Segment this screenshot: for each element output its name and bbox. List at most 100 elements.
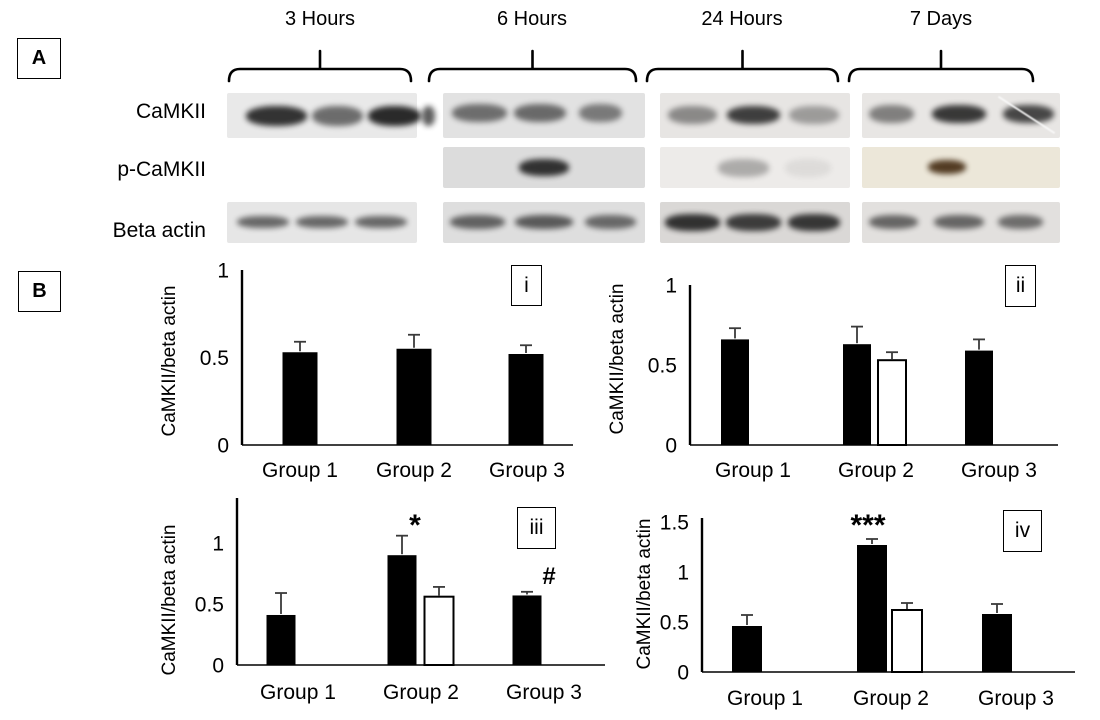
bar-chart-iii-24-hours: CaMKII/beta actin iii 0 0.5 1 * # Group 1 Grou… bbox=[150, 495, 610, 720]
timepoint-label-7-days: 7 Days bbox=[909, 8, 973, 30]
blot-row-label-beta-actin: Beta actin bbox=[112, 219, 206, 242]
blot-strip-camkii-7-days bbox=[862, 93, 1060, 138]
category-label-group-3: Group 3 bbox=[978, 687, 1054, 710]
blot-strip-p-camkii-6-hours bbox=[443, 147, 645, 188]
blot-strip-beta-actin-24-hours bbox=[660, 202, 850, 243]
protein-band bbox=[725, 214, 781, 231]
significance-mark: # bbox=[542, 563, 555, 590]
protein-band bbox=[311, 105, 363, 127]
subpanel-box-iv: iv bbox=[1003, 510, 1042, 552]
blot-strip-beta-actin-3-hours bbox=[227, 202, 417, 243]
subpanel-box-iii: iii bbox=[517, 507, 556, 549]
protein-band bbox=[514, 215, 574, 230]
protein-band bbox=[789, 105, 839, 124]
significance-mark: *** bbox=[850, 509, 885, 542]
y-tick-label: 1 bbox=[677, 562, 689, 585]
subpanel-letter-ii: ii bbox=[1015, 274, 1026, 297]
y-tick-label: 0 bbox=[677, 662, 689, 685]
bar-group-1-black bbox=[282, 352, 318, 445]
protein-band bbox=[788, 214, 840, 231]
y-tick-label: 0 bbox=[217, 435, 229, 458]
category-label-group-3: Group 3 bbox=[489, 459, 565, 482]
y-tick-label: 0.5 bbox=[195, 594, 224, 617]
blot-strip-camkii-6-hours bbox=[443, 93, 645, 138]
category-label-group-2: Group 2 bbox=[376, 459, 452, 482]
protein-band bbox=[928, 160, 966, 175]
timepoint-label-6-hours: 6 Hours bbox=[496, 8, 568, 30]
timepoint-label-3-hours: 3 Hours bbox=[284, 8, 356, 30]
subpanel-box-i: i bbox=[511, 265, 542, 306]
bar-group-2-black bbox=[387, 555, 417, 665]
bar-group-2-black bbox=[396, 348, 432, 445]
blot-strip-p-camkii-7-days bbox=[862, 147, 1060, 188]
protein-band bbox=[785, 159, 831, 177]
subpanel-box-ii: ii bbox=[1005, 265, 1036, 307]
chart-plot-area-iv: 0 0.5 1 1.5 *** Group 1 Group 2 Group 3 bbox=[660, 509, 1075, 710]
protein-band bbox=[237, 215, 289, 229]
bar-group-3-black bbox=[512, 595, 542, 665]
bar-group-3-black bbox=[508, 354, 544, 445]
protein-band bbox=[585, 215, 636, 230]
category-label-group-1: Group 1 bbox=[260, 681, 336, 704]
protein-band bbox=[934, 215, 984, 230]
panel-a-letter: A bbox=[31, 47, 47, 69]
bar-chart-ii-6-hours: CaMKII/beta actin ii 0 0.5 1 Group 1 Group 2… bbox=[600, 262, 1080, 490]
bracket-7-days bbox=[847, 49, 1035, 83]
protein-band bbox=[932, 104, 986, 123]
protein-band bbox=[1002, 104, 1055, 123]
chart-plot-area-iii: 0 0.5 1 * # Group 1 Group 2 Group 3 bbox=[195, 498, 605, 704]
y-tick-label: 0 bbox=[665, 435, 677, 458]
category-label-group-2: Group 2 bbox=[853, 687, 929, 710]
bar-group-2-white bbox=[891, 609, 923, 673]
timepoint-label-24-hours: 24 Hours bbox=[701, 8, 783, 30]
bar-group-3-black bbox=[965, 350, 993, 445]
y-tick-label: 0.5 bbox=[660, 612, 689, 635]
panel-b-letter: B bbox=[32, 280, 47, 302]
protein-band bbox=[450, 215, 505, 230]
protein-band bbox=[579, 103, 622, 122]
bar-group-2-black bbox=[857, 545, 887, 672]
bar-group-1-black bbox=[266, 614, 296, 665]
protein-band bbox=[246, 105, 307, 127]
category-label-group-2: Group 2 bbox=[383, 681, 459, 704]
y-tick-label: 0.5 bbox=[648, 355, 677, 378]
category-label-group-1: Group 1 bbox=[715, 459, 791, 482]
blot-row-label-camkii: CaMKII bbox=[135, 100, 206, 123]
subpanel-letter-iii: iii bbox=[529, 516, 544, 539]
protein-band bbox=[717, 159, 770, 177]
bar-group-2-black bbox=[843, 344, 871, 445]
subpanel-letter-i: i bbox=[524, 273, 529, 297]
protein-band bbox=[518, 159, 570, 176]
bar-group-1-black bbox=[721, 339, 749, 445]
y-tick-label: 0.5 bbox=[200, 347, 229, 370]
y-tick-label: 1 bbox=[212, 533, 224, 556]
category-label-group-3: Group 3 bbox=[961, 459, 1037, 482]
protein-band bbox=[664, 214, 720, 231]
category-label-group-1: Group 1 bbox=[727, 687, 803, 710]
blot-strip-beta-actin-7-days bbox=[862, 202, 1060, 243]
bar-group-1-black bbox=[732, 626, 762, 672]
y-tick-label: 0 bbox=[212, 655, 224, 678]
protein-band bbox=[355, 215, 407, 229]
y-tick-label: 1 bbox=[665, 275, 677, 298]
bar-group-2-white bbox=[423, 595, 455, 666]
protein-band bbox=[868, 215, 919, 230]
bracket-3-hours bbox=[227, 49, 413, 83]
blot-strip-camkii-3-hours bbox=[227, 93, 436, 138]
protein-band bbox=[997, 215, 1044, 230]
blot-strip-p-camkii-24-hours bbox=[660, 147, 850, 188]
bracket-24-hours bbox=[645, 49, 840, 83]
protein-band bbox=[296, 215, 348, 229]
subpanel-letter-iv: iv bbox=[1014, 519, 1031, 542]
significance-mark: * bbox=[409, 509, 421, 542]
panel-a-label: A bbox=[17, 38, 61, 79]
protein-band bbox=[452, 103, 507, 122]
blot-strip-camkii-24-hours bbox=[660, 93, 850, 138]
protein-band bbox=[421, 105, 436, 127]
blot-row-label-p-camkii: p-CaMKII bbox=[117, 158, 206, 181]
category-label-group-3: Group 3 bbox=[506, 681, 582, 704]
chart-plot-area-ii: 0 0.5 1 Group 1 Group 2 Group 3 bbox=[648, 275, 1058, 482]
protein-band bbox=[868, 104, 915, 123]
